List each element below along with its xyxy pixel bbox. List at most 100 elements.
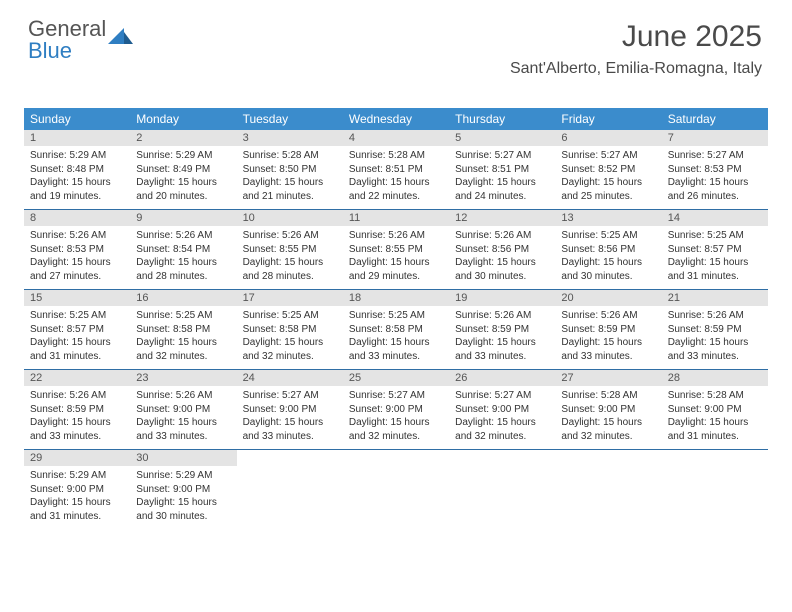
day-details: Sunrise: 5:27 AMSunset: 8:51 PMDaylight:… <box>449 146 555 209</box>
day-cell: 16Sunrise: 5:25 AMSunset: 8:58 PMDayligh… <box>130 290 236 369</box>
day-details: Sunrise: 5:27 AMSunset: 9:00 PMDaylight:… <box>449 386 555 449</box>
day-header-cell: Monday <box>130 108 236 130</box>
day-cell: 19Sunrise: 5:26 AMSunset: 8:59 PMDayligh… <box>449 290 555 369</box>
day-cell: 23Sunrise: 5:26 AMSunset: 9:00 PMDayligh… <box>130 370 236 449</box>
day-details: Sunrise: 5:27 AMSunset: 9:00 PMDaylight:… <box>237 386 343 449</box>
day-details: Sunrise: 5:26 AMSunset: 8:59 PMDaylight:… <box>555 306 661 369</box>
day-cell: 11Sunrise: 5:26 AMSunset: 8:55 PMDayligh… <box>343 210 449 289</box>
day-cell: 28Sunrise: 5:28 AMSunset: 9:00 PMDayligh… <box>662 370 768 449</box>
day-number: 14 <box>662 210 768 226</box>
day-details: Sunrise: 5:26 AMSunset: 8:54 PMDaylight:… <box>130 226 236 289</box>
day-number: 4 <box>343 130 449 146</box>
week-row: 1Sunrise: 5:29 AMSunset: 8:48 PMDaylight… <box>24 130 768 210</box>
day-cell: . <box>662 450 768 529</box>
day-details: Sunrise: 5:26 AMSunset: 9:00 PMDaylight:… <box>130 386 236 449</box>
day-number: 23 <box>130 370 236 386</box>
day-number: 9 <box>130 210 236 226</box>
day-cell: 1Sunrise: 5:29 AMSunset: 8:48 PMDaylight… <box>24 130 130 209</box>
day-number: 7 <box>662 130 768 146</box>
day-cell: 26Sunrise: 5:27 AMSunset: 9:00 PMDayligh… <box>449 370 555 449</box>
day-cell: 6Sunrise: 5:27 AMSunset: 8:52 PMDaylight… <box>555 130 661 209</box>
day-number: 8 <box>24 210 130 226</box>
week-row: 29Sunrise: 5:29 AMSunset: 9:00 PMDayligh… <box>24 450 768 529</box>
day-number: 29 <box>24 450 130 466</box>
day-details: Sunrise: 5:28 AMSunset: 8:51 PMDaylight:… <box>343 146 449 209</box>
day-number: 20 <box>555 290 661 306</box>
day-number: 2 <box>130 130 236 146</box>
day-cell: 12Sunrise: 5:26 AMSunset: 8:56 PMDayligh… <box>449 210 555 289</box>
day-number: 13 <box>555 210 661 226</box>
day-details: Sunrise: 5:29 AMSunset: 9:00 PMDaylight:… <box>24 466 130 529</box>
day-number: 6 <box>555 130 661 146</box>
day-cell: 29Sunrise: 5:29 AMSunset: 9:00 PMDayligh… <box>24 450 130 529</box>
day-number: 24 <box>237 370 343 386</box>
day-cell: 17Sunrise: 5:25 AMSunset: 8:58 PMDayligh… <box>237 290 343 369</box>
day-cell: . <box>343 450 449 529</box>
day-cell: 9Sunrise: 5:26 AMSunset: 8:54 PMDaylight… <box>130 210 236 289</box>
day-details: Sunrise: 5:27 AMSunset: 8:53 PMDaylight:… <box>662 146 768 209</box>
logo: General Blue <box>28 18 134 62</box>
day-header-cell: Saturday <box>662 108 768 130</box>
day-details: Sunrise: 5:25 AMSunset: 8:58 PMDaylight:… <box>237 306 343 369</box>
day-cell: 10Sunrise: 5:26 AMSunset: 8:55 PMDayligh… <box>237 210 343 289</box>
day-cell: 14Sunrise: 5:25 AMSunset: 8:57 PMDayligh… <box>662 210 768 289</box>
day-details: Sunrise: 5:25 AMSunset: 8:58 PMDaylight:… <box>343 306 449 369</box>
calendar: SundayMondayTuesdayWednesdayThursdayFrid… <box>24 108 768 529</box>
day-details: Sunrise: 5:26 AMSunset: 8:59 PMDaylight:… <box>449 306 555 369</box>
day-number: 1 <box>24 130 130 146</box>
day-header-row: SundayMondayTuesdayWednesdayThursdayFrid… <box>24 108 768 130</box>
logo-word-blue: Blue <box>28 38 72 63</box>
day-number: 10 <box>237 210 343 226</box>
day-details: Sunrise: 5:26 AMSunset: 8:55 PMDaylight:… <box>237 226 343 289</box>
day-details: Sunrise: 5:27 AMSunset: 9:00 PMDaylight:… <box>343 386 449 449</box>
day-cell: 20Sunrise: 5:26 AMSunset: 8:59 PMDayligh… <box>555 290 661 369</box>
day-header-cell: Tuesday <box>237 108 343 130</box>
day-number: 11 <box>343 210 449 226</box>
day-cell: 5Sunrise: 5:27 AMSunset: 8:51 PMDaylight… <box>449 130 555 209</box>
day-details: Sunrise: 5:26 AMSunset: 8:53 PMDaylight:… <box>24 226 130 289</box>
day-details: Sunrise: 5:26 AMSunset: 8:55 PMDaylight:… <box>343 226 449 289</box>
week-row: 22Sunrise: 5:26 AMSunset: 8:59 PMDayligh… <box>24 370 768 450</box>
day-details: Sunrise: 5:29 AMSunset: 9:00 PMDaylight:… <box>130 466 236 529</box>
day-cell: 21Sunrise: 5:26 AMSunset: 8:59 PMDayligh… <box>662 290 768 369</box>
day-number: 25 <box>343 370 449 386</box>
day-header-cell: Friday <box>555 108 661 130</box>
day-number: 21 <box>662 290 768 306</box>
day-cell: 7Sunrise: 5:27 AMSunset: 8:53 PMDaylight… <box>662 130 768 209</box>
day-cell: 13Sunrise: 5:25 AMSunset: 8:56 PMDayligh… <box>555 210 661 289</box>
day-number: 17 <box>237 290 343 306</box>
day-cell: 24Sunrise: 5:27 AMSunset: 9:00 PMDayligh… <box>237 370 343 449</box>
day-header-cell: Sunday <box>24 108 130 130</box>
week-row: 8Sunrise: 5:26 AMSunset: 8:53 PMDaylight… <box>24 210 768 290</box>
day-cell: 22Sunrise: 5:26 AMSunset: 8:59 PMDayligh… <box>24 370 130 449</box>
day-header-cell: Wednesday <box>343 108 449 130</box>
day-cell: . <box>449 450 555 529</box>
day-number: 16 <box>130 290 236 306</box>
day-number: 5 <box>449 130 555 146</box>
day-cell: . <box>237 450 343 529</box>
day-details: Sunrise: 5:28 AMSunset: 8:50 PMDaylight:… <box>237 146 343 209</box>
month-title: June 2025 <box>510 20 762 54</box>
header-right: June 2025 Sant'Alberto, Emilia-Romagna, … <box>510 20 762 78</box>
day-details: Sunrise: 5:25 AMSunset: 8:58 PMDaylight:… <box>130 306 236 369</box>
day-details: Sunrise: 5:29 AMSunset: 8:48 PMDaylight:… <box>24 146 130 209</box>
day-cell: 30Sunrise: 5:29 AMSunset: 9:00 PMDayligh… <box>130 450 236 529</box>
day-details: Sunrise: 5:29 AMSunset: 8:49 PMDaylight:… <box>130 146 236 209</box>
day-details: Sunrise: 5:26 AMSunset: 8:59 PMDaylight:… <box>662 306 768 369</box>
day-number: 15 <box>24 290 130 306</box>
logo-text: General Blue <box>28 18 106 62</box>
day-number: 12 <box>449 210 555 226</box>
day-cell: 25Sunrise: 5:27 AMSunset: 9:00 PMDayligh… <box>343 370 449 449</box>
day-cell: 3Sunrise: 5:28 AMSunset: 8:50 PMDaylight… <box>237 130 343 209</box>
day-details: Sunrise: 5:27 AMSunset: 8:52 PMDaylight:… <box>555 146 661 209</box>
day-number: 19 <box>449 290 555 306</box>
day-cell: . <box>555 450 661 529</box>
day-details: Sunrise: 5:25 AMSunset: 8:57 PMDaylight:… <box>662 226 768 289</box>
week-row: 15Sunrise: 5:25 AMSunset: 8:57 PMDayligh… <box>24 290 768 370</box>
day-number: 28 <box>662 370 768 386</box>
day-number: 18 <box>343 290 449 306</box>
day-details: Sunrise: 5:28 AMSunset: 9:00 PMDaylight:… <box>555 386 661 449</box>
day-cell: 4Sunrise: 5:28 AMSunset: 8:51 PMDaylight… <box>343 130 449 209</box>
day-header-cell: Thursday <box>449 108 555 130</box>
day-cell: 18Sunrise: 5:25 AMSunset: 8:58 PMDayligh… <box>343 290 449 369</box>
